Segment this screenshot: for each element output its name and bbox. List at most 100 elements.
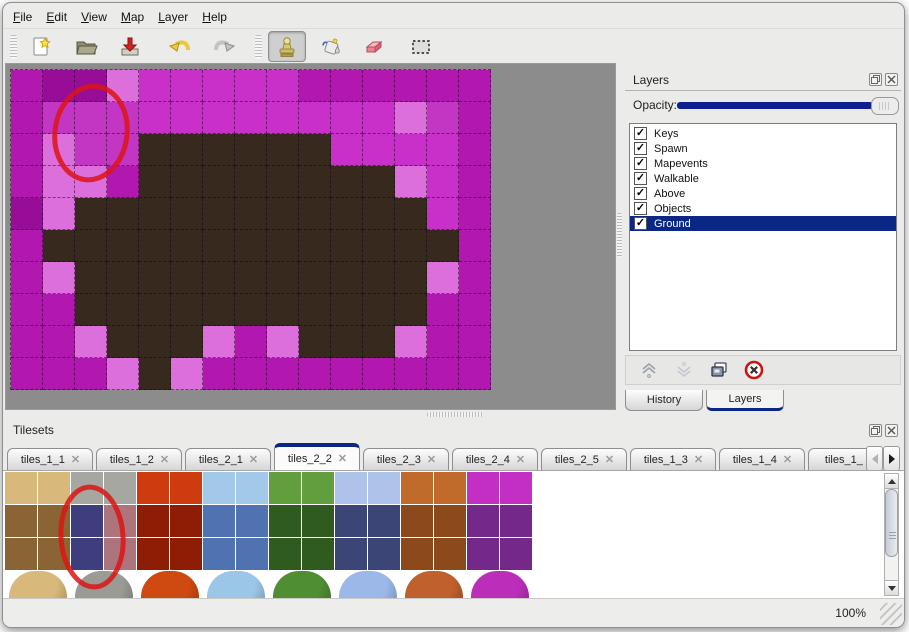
horizontal-splitter[interactable]	[3, 410, 904, 418]
tileset-blob-tile[interactable]	[9, 571, 67, 599]
map-tile[interactable]	[43, 358, 75, 390]
map-tile[interactable]	[395, 294, 427, 326]
layer-row-keys[interactable]: ✓ Keys	[630, 126, 896, 141]
layer-row-mapevents[interactable]: ✓ Mapevents	[630, 156, 896, 171]
layer-row-spawn[interactable]: ✓ Spawn	[630, 141, 896, 156]
map-tile[interactable]	[75, 294, 107, 326]
map-tile[interactable]	[139, 166, 171, 198]
menu-view[interactable]: View	[81, 9, 107, 24]
map-tile[interactable]	[43, 262, 75, 294]
map-tile[interactable]	[331, 230, 363, 262]
tileset-tile[interactable]	[137, 505, 169, 537]
map-tile[interactable]	[11, 134, 43, 166]
map-tile[interactable]	[459, 166, 491, 198]
map-tile[interactable]	[43, 198, 75, 230]
map-tile[interactable]	[203, 358, 235, 390]
float-panel-icon[interactable]	[869, 423, 882, 437]
map-tile[interactable]	[267, 70, 299, 102]
map-tile[interactable]	[299, 262, 331, 294]
map-tile[interactable]	[363, 230, 395, 262]
tileset-tile[interactable]	[401, 472, 433, 504]
raise-layer-button[interactable]	[638, 359, 660, 381]
delete-layer-button[interactable]	[743, 359, 765, 381]
map-tile[interactable]	[395, 198, 427, 230]
tileset-tile[interactable]	[203, 472, 235, 504]
map-tile[interactable]	[427, 166, 459, 198]
tileset-tile[interactable]	[368, 505, 400, 537]
map-tile[interactable]	[331, 70, 363, 102]
map-tile[interactable]	[299, 326, 331, 358]
window-resize-grip[interactable]	[880, 603, 902, 625]
map-tile[interactable]	[299, 358, 331, 390]
map-tile[interactable]	[459, 102, 491, 134]
map-tile[interactable]	[459, 358, 491, 390]
eraser-tool-button[interactable]	[356, 31, 394, 62]
map-tile[interactable]	[171, 102, 203, 134]
tab-close-icon[interactable]: ✕	[248, 454, 258, 466]
map-tile[interactable]	[171, 230, 203, 262]
map-tile[interactable]	[203, 102, 235, 134]
tileset-tab-tiles_1_2[interactable]: tiles_1_2 ✕	[96, 448, 182, 470]
map-tile[interactable]	[203, 230, 235, 262]
dock-tab-history[interactable]: History	[625, 390, 703, 411]
tab-scroll-right-button[interactable]	[883, 446, 900, 471]
map-tile[interactable]	[107, 294, 139, 326]
map-tile[interactable]	[11, 70, 43, 102]
float-panel-icon[interactable]	[869, 73, 882, 86]
toolbar-drag-handle[interactable]	[10, 34, 17, 59]
map-tile[interactable]	[363, 198, 395, 230]
tileset-blob-tile[interactable]	[273, 571, 331, 599]
tileset-tile[interactable]	[335, 505, 367, 537]
tileset-tab-tiles_1_1[interactable]: tiles_1_1 ✕	[7, 448, 93, 470]
tileset-tile[interactable]	[5, 538, 37, 570]
map-tile[interactable]	[107, 262, 139, 294]
map-tile[interactable]	[267, 262, 299, 294]
tileset-tile[interactable]	[5, 472, 37, 504]
scroll-down-button[interactable]	[885, 580, 898, 595]
tileset-tab-tiles_2_5[interactable]: tiles_2_5 ✕	[541, 448, 627, 470]
map-tile[interactable]	[363, 102, 395, 134]
map-tile[interactable]	[267, 358, 299, 390]
map-tile[interactable]	[331, 166, 363, 198]
tileset-blob-tile[interactable]	[339, 571, 397, 599]
map-tile[interactable]	[395, 70, 427, 102]
import-map-button[interactable]	[111, 31, 149, 62]
tileset-blob-tile[interactable]	[75, 571, 133, 599]
map-tile[interactable]	[363, 262, 395, 294]
tileset-tab-tiles_2_2[interactable]: tiles_2_2 ✕	[274, 443, 360, 470]
map-tile[interactable]	[107, 230, 139, 262]
map-tile[interactable]	[11, 262, 43, 294]
tileset-tile[interactable]	[434, 538, 466, 570]
map-tile[interactable]	[235, 70, 267, 102]
vertical-splitter-grip[interactable]	[617, 213, 622, 257]
tileset-tab-tiles_2_4[interactable]: tiles_2_4 ✕	[452, 448, 538, 470]
tileset-tile[interactable]	[71, 472, 103, 504]
map-tile[interactable]	[171, 134, 203, 166]
layer-visibility-checkbox[interactable]: ✓	[634, 217, 647, 230]
map-tile[interactable]	[203, 134, 235, 166]
layer-visibility-checkbox[interactable]: ✓	[634, 172, 647, 185]
tileset-tab-tiles_1_3[interactable]: tiles_1_3 ✕	[630, 448, 716, 470]
tileset-tile[interactable]	[236, 538, 268, 570]
map-tile[interactable]	[459, 294, 491, 326]
tileset-tile[interactable]	[170, 505, 202, 537]
map-tile[interactable]	[203, 326, 235, 358]
map-tile[interactable]	[75, 326, 107, 358]
tileset-tile[interactable]	[269, 472, 301, 504]
layer-visibility-checkbox[interactable]: ✓	[634, 127, 647, 140]
tileset-tile[interactable]	[104, 538, 136, 570]
map-tile[interactable]	[203, 198, 235, 230]
map-tile[interactable]	[459, 198, 491, 230]
map-tile[interactable]	[395, 166, 427, 198]
map-tile[interactable]	[363, 294, 395, 326]
tab-close-icon[interactable]: ✕	[782, 454, 792, 466]
tileset-tile[interactable]	[269, 538, 301, 570]
map-tile[interactable]	[75, 166, 107, 198]
map-tile[interactable]	[11, 230, 43, 262]
scrollbar-thumb[interactable]	[885, 489, 898, 557]
map-tile[interactable]	[395, 326, 427, 358]
new-document-button[interactable]	[23, 31, 61, 62]
tileset-tab-tiles_2_3[interactable]: tiles_2_3 ✕	[363, 448, 449, 470]
map-tile[interactable]	[395, 230, 427, 262]
map-tile[interactable]	[459, 70, 491, 102]
